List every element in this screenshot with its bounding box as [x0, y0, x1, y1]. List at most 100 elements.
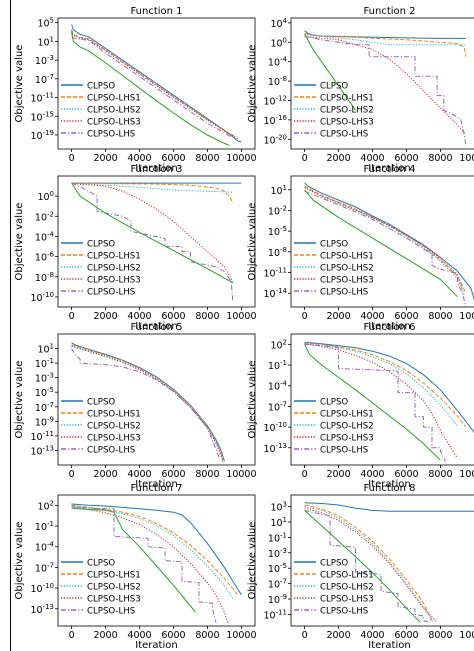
chart-panel-5: Function 50 2000 4000 6000 8000 1000010110-11…: [14, 322, 257, 490]
x-tick-label: 10000: [459, 469, 474, 480]
series-line-clpso-lhs3: [304, 507, 438, 623]
chart-title: Function 2: [363, 6, 415, 17]
x-tick-label: 2000: [93, 153, 117, 164]
series-group: [71, 342, 225, 463]
series-line-clpso-lhs1: [71, 182, 234, 204]
series-group: [71, 503, 242, 623]
legend-label: CLPSO-LHS1: [87, 410, 141, 420]
series-line-clpso-lhs3: [304, 35, 467, 135]
x-axis-label: Iteration: [368, 479, 410, 490]
series-line-clpso-lhs4: [304, 189, 458, 298]
y-tick-label: 10-13: [30, 603, 54, 616]
series-line-clpso: [304, 30, 466, 39]
y-tick-label: 105: [37, 17, 54, 30]
y-tick-label: 10-1: [268, 531, 287, 544]
chart-title: Function 5: [130, 322, 182, 333]
legend-label: CLPSO-LHS3: [320, 118, 374, 128]
x-axis-label: Iteration: [368, 640, 410, 651]
legend-label: CLPSO-LHS1: [87, 252, 141, 262]
y-tick-label: 10-11: [30, 430, 54, 443]
x-axis-label: Iteration: [135, 163, 177, 174]
x-tick-label: 4000: [360, 153, 384, 164]
legend-label: CLPSO-LHS2: [320, 422, 374, 432]
series-line-clpso: [71, 342, 225, 462]
legend-label: CLPSO-LHS2: [87, 583, 141, 593]
legend-label: CLPSO: [87, 559, 115, 569]
y-tick-label: 10-11: [263, 267, 287, 280]
series-line-clpso-lhs1: [304, 342, 467, 428]
series-line-clpso-lhs2: [304, 342, 458, 427]
y-tick-label: 101: [270, 184, 287, 197]
x-tick-label: 2000: [326, 630, 350, 641]
chart-panel-7: Function 7 0 2000 4000 6000 8000 10000 102 10-1 1…: [14, 483, 257, 651]
legend-label: CLPSO-LHS2: [87, 106, 141, 116]
series-line-clpso: [304, 341, 474, 433]
y-tick-label: 10-3: [268, 547, 287, 560]
legend-label: CLPSO-LHS1: [320, 410, 374, 420]
x-tick-label: 10000: [226, 630, 256, 641]
legend: CLPSO CLPSO-LHS1 CLPSO-LHS2 CLPSO-LHS3 CLPSO…: [294, 240, 374, 298]
plot-frame: [290, 494, 474, 627]
y-tick-label: 101: [270, 516, 287, 529]
legend-label: CLPSO-LHS: [87, 607, 135, 617]
series-line-clpso-lhs: [304, 509, 429, 623]
legend-label: CLPSO: [320, 82, 348, 92]
plot-frame: [57, 175, 256, 308]
y-tick-label: 10-2: [268, 204, 287, 217]
series-line-clpso-lhs: [71, 348, 220, 458]
y-tick-label: 100: [270, 36, 287, 49]
x-axis-label: Iteration: [135, 321, 177, 332]
y-tick-label: 102: [270, 338, 287, 351]
y-tick-label: 10-2: [35, 210, 54, 223]
legend-label: CLPSO-LHS: [320, 288, 368, 298]
legend-label: CLPSO-LHS3: [87, 118, 141, 128]
x-tick-label: 2000: [93, 469, 117, 480]
chart-title: Function 4: [363, 164, 415, 175]
y-tick-label: 10-13: [263, 442, 287, 455]
y-tick-label: 10-7: [35, 73, 54, 86]
legend-label: CLPSO-LHS2: [87, 264, 141, 274]
series-line-clpso-lhs: [71, 182, 234, 303]
plot-frame: [290, 17, 474, 150]
x-tick-label: 6000: [161, 630, 185, 641]
x-tick-label: 8000: [428, 311, 452, 322]
y-tick-label: 10-8: [268, 246, 287, 259]
x-tick-label: 8000: [428, 153, 452, 164]
y-tick-label: 10-8: [268, 75, 287, 88]
y-tick-label: 10-20: [263, 133, 287, 146]
y-tick-label: 104: [270, 17, 287, 30]
x-tick-label: 6000: [394, 469, 418, 480]
y-tick-label: 10-11: [30, 92, 54, 105]
y-tick-label: 100: [37, 190, 54, 203]
y-tick-label: 10-6: [35, 251, 55, 264]
y-tick-label: 10-5: [268, 225, 287, 238]
series-line-clpso-lhs2: [304, 34, 466, 46]
y-tick-label: 10-4: [35, 541, 55, 554]
legend-label: CLPSO: [320, 559, 348, 569]
x-tick-label: 4000: [360, 311, 384, 322]
series-group: [304, 30, 467, 147]
series-line-clpso-lhs3: [304, 187, 463, 290]
y-tick-label: 10-4: [35, 230, 55, 243]
series-line-clpso-lhs3: [71, 345, 224, 461]
x-tick-label: 2000: [326, 153, 350, 164]
chart-title: Function 6: [363, 322, 415, 333]
plot-frame: [290, 175, 474, 308]
y-tick-label: 10-7: [268, 578, 287, 591]
legend: CLPSO CLPSO-LHS1 CLPSO-LHS2 CLPSO-LHS3 CLPSO…: [61, 398, 141, 456]
legend-label: CLPSO-LHS1: [87, 94, 141, 104]
x-tick-label: 4000: [127, 469, 151, 480]
y-tick-label: 10-15: [30, 110, 54, 123]
series-line-clpso-lhs3: [71, 506, 229, 623]
chart-panel-1: Function 1 0 2000 4000 6000 8000 10000 105 101 10…: [14, 6, 257, 174]
legend-label: CLPSO-LHS3: [87, 276, 141, 286]
y-tick-label: 10-4: [268, 380, 288, 393]
x-tick-label: 8000: [428, 630, 452, 641]
legend-label: CLPSO-LHS: [87, 288, 135, 298]
series-line-clpso-lhs3: [71, 30, 239, 140]
legend-label: CLPSO: [87, 82, 115, 92]
y-tick-label: 10-5: [35, 386, 54, 399]
y-tick-label: 101: [37, 35, 54, 48]
y-tick-label: 10-1: [35, 520, 54, 533]
y-tick-label: 10-1: [35, 357, 54, 370]
